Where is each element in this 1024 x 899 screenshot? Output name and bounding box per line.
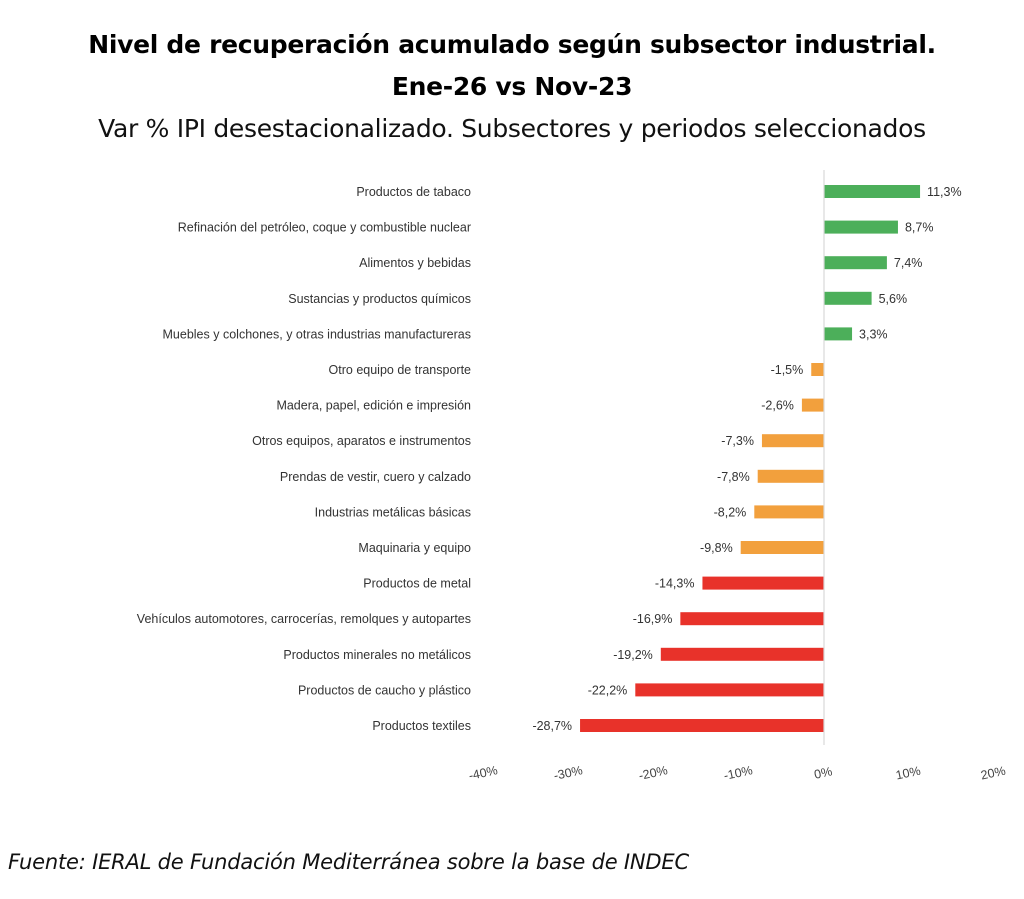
category-label: Productos de metal bbox=[363, 577, 471, 591]
value-label: 7,4% bbox=[894, 256, 923, 270]
value-label: -7,8% bbox=[717, 470, 750, 484]
x-tick-label: -10% bbox=[722, 763, 753, 783]
value-label: -14,3% bbox=[655, 577, 695, 591]
bar bbox=[580, 719, 824, 732]
bar bbox=[680, 612, 824, 626]
category-label: Maquinaria y equipo bbox=[358, 541, 471, 555]
chart-subtitle: Var % IPI desestacionalizado. Subsectore… bbox=[98, 114, 926, 143]
value-label: -19,2% bbox=[613, 648, 653, 662]
x-tick-label: 10% bbox=[894, 764, 921, 783]
bar bbox=[702, 576, 824, 590]
value-label: -22,2% bbox=[588, 683, 628, 697]
bar bbox=[660, 647, 824, 661]
category-label: Vehículos automotores, carrocerías, remo… bbox=[137, 612, 471, 626]
x-tick-label: -30% bbox=[552, 763, 583, 783]
bar bbox=[811, 363, 824, 376]
category-label: Productos de tabaco bbox=[356, 185, 471, 199]
bar bbox=[801, 398, 824, 412]
value-label: 11,3% bbox=[927, 185, 962, 199]
x-tick-label: 0% bbox=[813, 764, 834, 781]
category-label: Productos textiles bbox=[372, 719, 471, 733]
bar-chart: Productos de tabaco Refinación del petról… bbox=[137, 170, 1007, 783]
x-tick-label: -40% bbox=[467, 763, 498, 783]
value-label: -7,3% bbox=[721, 434, 754, 448]
category-label: Otro equipo de transporte bbox=[329, 363, 471, 377]
bar bbox=[635, 683, 824, 697]
source-footnote: Fuente: IERAL de Fundación Mediterránea … bbox=[8, 850, 689, 874]
category-label: Sustancias y productos químicos bbox=[288, 292, 471, 306]
value-label: 3,3% bbox=[859, 327, 888, 341]
value-label: -16,9% bbox=[633, 612, 673, 626]
category-label: Madera, papel, edición e impresión bbox=[276, 399, 471, 413]
bar bbox=[761, 434, 824, 448]
category-label: Productos minerales no metálicos bbox=[283, 648, 471, 662]
value-label: -1,5% bbox=[771, 363, 804, 377]
category-label: Alimentos y bebidas bbox=[359, 256, 471, 270]
value-label: -28,7% bbox=[532, 719, 572, 733]
bar bbox=[824, 220, 898, 234]
value-label: -8,2% bbox=[714, 505, 747, 519]
bars bbox=[580, 185, 921, 732]
bar bbox=[824, 185, 921, 198]
bar bbox=[740, 541, 824, 554]
chart-title-line1: Nivel de recuperación acumulado según su… bbox=[88, 30, 936, 59]
x-tick-label: 20% bbox=[979, 764, 1006, 783]
bar bbox=[757, 469, 824, 483]
value-label: 5,6% bbox=[879, 292, 908, 306]
bar bbox=[824, 327, 853, 341]
value-label: -9,8% bbox=[700, 541, 733, 555]
x-tick-label: -20% bbox=[637, 763, 668, 783]
category-label: Refinación del petróleo, coque y combust… bbox=[178, 221, 471, 235]
value-label: -2,6% bbox=[761, 399, 794, 413]
bar bbox=[824, 291, 872, 305]
chart-title-line2: Ene-26 vs Nov-23 bbox=[391, 72, 633, 101]
category-label: Otros equipos, aparatos e instrumentos bbox=[252, 434, 471, 448]
category-labels: Productos de tabaco Refinación del petról… bbox=[137, 185, 471, 733]
bar bbox=[754, 505, 824, 519]
bar bbox=[824, 256, 887, 270]
category-label: Muebles y colchones, y otras industrias … bbox=[163, 327, 471, 341]
category-label: Industrias metálicas básicas bbox=[315, 505, 471, 519]
x-axis-ticks: -40% -30% -20% -10% 0% 10% 20% bbox=[467, 763, 1006, 783]
value-label: 8,7% bbox=[905, 221, 934, 235]
category-label: Productos de caucho y plástico bbox=[298, 683, 471, 697]
value-labels: 11,3% 8,7% 7,4% 5,6% 3,3% -1,5% -2,6% -7,3% -7,8… bbox=[532, 185, 961, 733]
category-label: Prendas de vestir, cuero y calzado bbox=[280, 470, 471, 484]
